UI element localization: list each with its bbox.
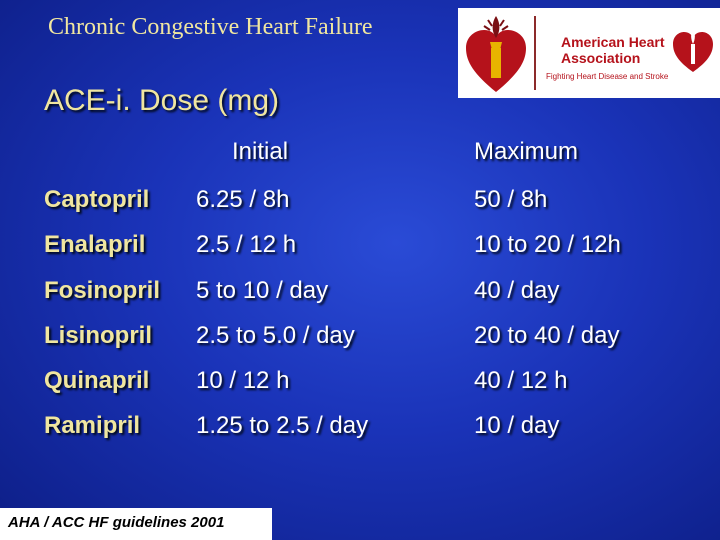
logo-divider <box>534 16 536 90</box>
drug-name: Enalapril <box>44 231 146 258</box>
initial-dose: 2.5 to 5.0 / day <box>196 322 355 349</box>
aha-logo: American Heart Association Fighting Hear… <box>458 8 720 98</box>
logo-name-line2: Association <box>561 50 641 66</box>
maximum-dose: 40 / day <box>474 277 560 304</box>
initial-dose: 6.25 / 8h <box>196 186 290 213</box>
table-row: Quinapril 10 / 12 h 40 / 12 h <box>0 367 720 403</box>
drug-name: Fosinopril <box>44 277 160 304</box>
logo-name-line1: American Heart <box>561 34 665 50</box>
logo-tagline: Fighting Heart Disease and Stroke <box>546 72 669 81</box>
table-row: Captopril 6.25 / 8h 50 / 8h <box>0 186 720 222</box>
drug-name: Ramipril <box>44 412 141 439</box>
logo-name: American Heart Association <box>561 34 681 66</box>
header-title: Chronic Congestive Heart Failure <box>48 14 373 40</box>
slide-title: ACE-i. Dose (mg) <box>44 84 280 117</box>
maximum-dose: 40 / 12 h <box>474 367 568 394</box>
initial-dose: 1.25 to 2.5 / day <box>196 412 369 439</box>
maximum-dose: 10 / day <box>474 412 560 439</box>
table-row: Enalapril 2.5 / 12 h 10 to 20 / 12h <box>0 231 720 267</box>
maximum-dose: 10 to 20 / 12h <box>474 231 621 258</box>
drug-name: Quinapril <box>44 367 150 394</box>
heart-torch-small-icon <box>672 26 714 79</box>
footnote-text: AHA / ACC HF guidelines 2001 <box>8 514 225 531</box>
drug-name: Lisinopril <box>44 322 152 349</box>
column-header-initial: Initial <box>232 138 289 165</box>
table-row: Lisinopril 2.5 to 5.0 / day 20 to 40 / d… <box>0 322 720 358</box>
drug-name: Captopril <box>44 186 150 213</box>
maximum-dose: 20 to 40 / day <box>474 322 620 349</box>
initial-dose: 10 / 12 h <box>196 367 290 394</box>
maximum-dose: 50 / 8h <box>474 186 548 213</box>
footnote-box: AHA / ACC HF guidelines 2001 <box>0 508 272 540</box>
table-row: Ramipril 1.25 to 2.5 / day 10 / day <box>0 412 720 448</box>
heart-torch-icon <box>464 12 528 99</box>
initial-dose: 2.5 / 12 h <box>196 231 297 258</box>
table-row: Fosinopril 5 to 10 / day 40 / day <box>0 277 720 313</box>
initial-dose: 5 to 10 / day <box>196 277 329 304</box>
column-header-maximum: Maximum <box>474 138 579 165</box>
